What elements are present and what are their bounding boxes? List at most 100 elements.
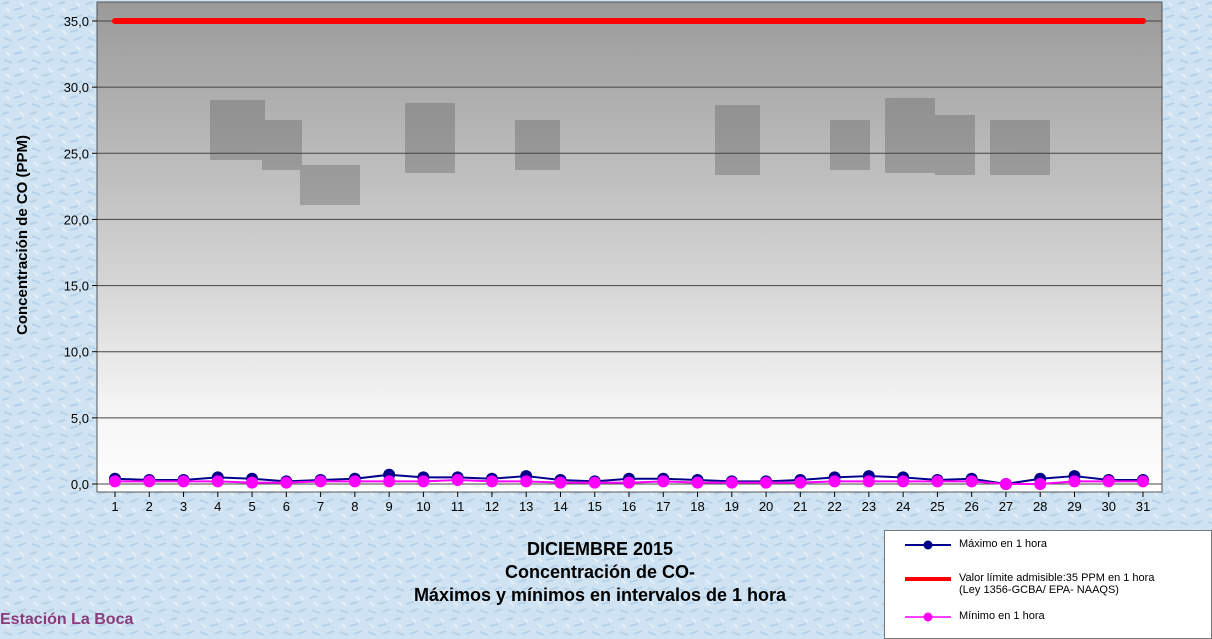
data-point-series-2 bbox=[794, 476, 807, 489]
data-point-series-2 bbox=[691, 476, 704, 489]
data-point-series-2 bbox=[177, 475, 190, 488]
data-point-series-2 bbox=[657, 475, 670, 488]
legend-max-label: Máximo en 1 hora bbox=[959, 538, 1048, 550]
x-tick-label: 4 bbox=[214, 499, 221, 514]
x-tick-label: 9 bbox=[386, 499, 393, 514]
skyline-block bbox=[515, 120, 560, 170]
chart-caption-line-3: Máximos y mínimos en intervalos de 1 hor… bbox=[413, 585, 787, 605]
skyline-block bbox=[935, 115, 975, 175]
x-tick-label: 2 bbox=[146, 499, 153, 514]
legend-limit-text: Valor límite admisible:35 PPM en 1 hora … bbox=[959, 572, 1154, 596]
skyline-block bbox=[405, 103, 455, 173]
legend-min-label: Mínimo en 1 hora bbox=[959, 610, 1045, 622]
x-tick-label: 24 bbox=[896, 499, 910, 514]
x-tick-label: 20 bbox=[759, 499, 773, 514]
x-tick-label: 13 bbox=[519, 499, 533, 514]
data-point-series-2 bbox=[314, 475, 327, 488]
x-tick-label: 10 bbox=[416, 499, 430, 514]
x-tick-label: 6 bbox=[283, 499, 290, 514]
data-point-series-2 bbox=[417, 475, 430, 488]
x-tick-label: 3 bbox=[180, 499, 187, 514]
x-tick-label: 30 bbox=[1101, 499, 1115, 514]
x-tick-label: 25 bbox=[930, 499, 944, 514]
data-point-series-2 bbox=[1034, 478, 1047, 490]
data-point-series-2 bbox=[348, 475, 361, 488]
x-tick-label: 19 bbox=[725, 499, 739, 514]
skyline-block bbox=[990, 120, 1050, 175]
data-point-series-2 bbox=[588, 476, 601, 489]
chart-legend: Máximo en 1 hora Valor límite admisible:… bbox=[884, 530, 1212, 639]
data-point-series-2 bbox=[1137, 475, 1149, 488]
x-tick-label: 18 bbox=[690, 499, 704, 514]
x-tick-label: 28 bbox=[1033, 499, 1047, 514]
x-tick-label: 12 bbox=[485, 499, 499, 514]
y-tick-label: 10,0 bbox=[64, 345, 89, 360]
station-label: Estación La Boca bbox=[0, 611, 134, 628]
data-point-series-2 bbox=[725, 476, 738, 489]
data-point-series-2 bbox=[520, 475, 533, 488]
x-tick-label: 14 bbox=[553, 499, 567, 514]
data-point-series-2 bbox=[485, 475, 498, 488]
x-tick-label: 7 bbox=[317, 499, 324, 514]
legend-max-symbol bbox=[905, 540, 951, 550]
data-point-series-2 bbox=[931, 475, 944, 488]
data-point-series-2 bbox=[999, 478, 1012, 490]
y-tick-label: 20,0 bbox=[64, 212, 89, 227]
data-point-series-2 bbox=[862, 475, 875, 488]
data-point-series-2 bbox=[623, 476, 635, 489]
data-point-series-2 bbox=[1068, 475, 1081, 488]
data-point-series-2 bbox=[1102, 475, 1115, 488]
x-tick-label: 29 bbox=[1067, 499, 1081, 514]
skyline-block bbox=[210, 100, 265, 160]
legend-limit-label-1: Valor límite admisible:35 PPM en 1 hora bbox=[959, 572, 1155, 584]
y-tick-label: 0,0 bbox=[71, 477, 89, 492]
y-tick-label: 35,0 bbox=[64, 14, 89, 29]
city-skyline-backdrop bbox=[210, 98, 1050, 205]
y-tick-label: 30,0 bbox=[64, 80, 89, 95]
chart-caption-line-1: DICIEMBRE 2015 bbox=[526, 539, 674, 559]
x-tick-label: 11 bbox=[451, 499, 465, 514]
y-tick-label: 25,0 bbox=[64, 146, 89, 161]
y-tick-label: 15,0 bbox=[64, 279, 89, 294]
y-tick-label: 5,0 bbox=[71, 411, 89, 426]
x-axis-ticks: 1 2 3 4 5 6 7 8 9 10 11 12 13 14 15 16 17 18 19 20 21 22 23 24 2… bbox=[111, 492, 1150, 514]
x-tick-label: 5 bbox=[248, 499, 255, 514]
x-tick-label: 1 bbox=[111, 499, 118, 514]
y-axis-title: Concentración de CO (PPM) bbox=[14, 135, 31, 335]
legend-limit-symbol bbox=[905, 577, 951, 581]
legend-item-limit: Valor límite admisible:35 PPM en 1 hora … bbox=[893, 572, 1154, 596]
legend-item-max: Máximo en 1 hora bbox=[893, 538, 1047, 552]
data-point-series-2 bbox=[965, 475, 978, 488]
data-series bbox=[109, 18, 1149, 490]
y-axis-ticks: 0,0 5,0 10,0 15,0 20,0 25,0 30,0 35,0 bbox=[64, 14, 97, 492]
data-point-series-2 bbox=[897, 475, 910, 488]
skyline-block bbox=[715, 105, 760, 175]
data-point-series-2 bbox=[246, 476, 259, 489]
skyline-block bbox=[885, 98, 935, 173]
x-tick-label: 23 bbox=[862, 499, 876, 514]
x-tick-label: 16 bbox=[622, 499, 636, 514]
legend-limit-label-2: (Ley 1356-GCBA/ EPA- NAAQS) bbox=[959, 584, 1119, 596]
data-point-series-2 bbox=[554, 476, 567, 489]
legend-item-min: Mínimo en 1 hora bbox=[893, 610, 1045, 624]
x-tick-label: 22 bbox=[827, 499, 841, 514]
data-point-series-2 bbox=[280, 476, 293, 489]
x-tick-label: 26 bbox=[964, 499, 978, 514]
x-tick-label: 31 bbox=[1136, 499, 1150, 514]
data-point-series-2 bbox=[760, 476, 773, 489]
x-tick-label: 21 bbox=[793, 499, 807, 514]
data-point-series-2 bbox=[143, 475, 156, 488]
data-point-series-2 bbox=[451, 474, 464, 487]
chart-caption-line-2: Concentración de CO- bbox=[504, 562, 696, 582]
skyline-block bbox=[830, 120, 870, 170]
legend-min-symbol bbox=[905, 612, 951, 622]
skyline-block bbox=[262, 120, 302, 170]
x-tick-label: 8 bbox=[351, 499, 358, 514]
data-point-series-2 bbox=[828, 475, 841, 488]
data-point-series-2 bbox=[383, 475, 396, 488]
data-point-series-2 bbox=[109, 475, 121, 488]
x-tick-label: 27 bbox=[999, 499, 1013, 514]
data-point-series-2 bbox=[211, 475, 224, 488]
plot-area bbox=[96, 1, 1163, 493]
